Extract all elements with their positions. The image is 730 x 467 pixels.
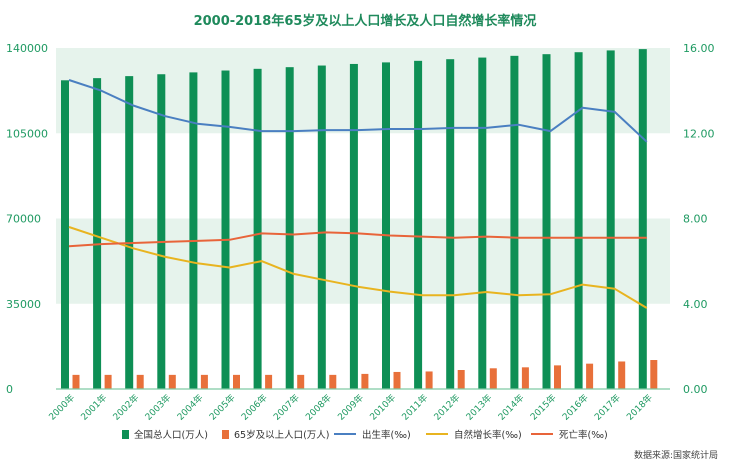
- total-population-bar: [189, 72, 198, 390]
- total-population-bar: [221, 70, 230, 389]
- elderly-population-bar: [489, 368, 497, 389]
- x-tick-label: 2012年: [431, 392, 462, 423]
- right-tick-label: 0.00: [683, 383, 708, 396]
- elderly-population-bar: [425, 371, 433, 389]
- elderly-population-bar: [521, 367, 529, 389]
- total-population-bar: [382, 62, 390, 389]
- right-tick-label: 4.00: [683, 298, 708, 311]
- elderly-population-bar: [554, 365, 561, 389]
- x-tick-label: 2017年: [592, 392, 623, 423]
- elderly-population-bar: [233, 374, 240, 389]
- x-tick-label: 2011年: [399, 392, 430, 423]
- x-tick-label: 2002年: [110, 392, 141, 423]
- elderly-population-bar: [618, 361, 626, 389]
- x-axis: 2000年 2001年 2002年 2003年 2004年 2005年 2006年 2007年…: [46, 392, 655, 423]
- legend-label: 65岁及以上人口(万人): [234, 429, 330, 441]
- elderly-population-bar: [168, 374, 176, 389]
- x-tick-label: 2005年: [207, 392, 238, 423]
- elderly-population-bar: [586, 363, 594, 389]
- right-tick-label: 8.00: [683, 213, 708, 226]
- left-tick-label: 0: [6, 383, 13, 396]
- legend-swatch: [222, 430, 229, 439]
- elderly-population-bar: [200, 374, 208, 389]
- total-population-bar: [253, 68, 262, 389]
- elderly-population-bar: [650, 360, 658, 389]
- total-population-bar: [510, 55, 519, 389]
- bars: [61, 49, 658, 390]
- right-tick-label: 12.00: [683, 127, 715, 140]
- total-population-bar: [157, 74, 166, 389]
- elderly-population-bar: [329, 374, 337, 389]
- legend-swatch: [122, 430, 129, 439]
- left-tick-label: 140000: [6, 42, 48, 55]
- legend-label: 死亡率(‰): [559, 429, 608, 441]
- source-note: 数据来源:国家统计局: [634, 449, 718, 461]
- lines: [68, 79, 648, 309]
- left-axis: 0 35000 70000 105000 140000: [6, 42, 48, 396]
- x-tick-label: 2016年: [560, 392, 591, 423]
- legend: 全国总人口(万人) 65岁及以上人口(万人) 出生率(‰) 自然增长率(‰) 死亡率(‰…: [122, 429, 608, 441]
- elderly-population-bar: [104, 374, 112, 389]
- left-tick-label: 35000: [6, 298, 41, 311]
- x-tick-label: 2010年: [367, 392, 398, 423]
- total-population-bar: [446, 59, 455, 389]
- elderly-population-bar: [265, 374, 273, 389]
- elderly-population-bar: [72, 374, 80, 389]
- elderly-population-bar: [136, 374, 144, 389]
- legend-label: 全国总人口(万人): [134, 429, 208, 441]
- elderly-population-bar: [457, 370, 465, 389]
- x-tick-label: 2008年: [303, 392, 334, 423]
- total-population-bar: [478, 57, 487, 390]
- total-population-bar: [285, 67, 294, 389]
- right-tick-label: 16.00: [683, 42, 715, 55]
- legend-label: 自然增长率(‰): [454, 429, 522, 441]
- x-tick-label: 2004年: [174, 392, 205, 423]
- elderly-population-bar: [361, 373, 369, 389]
- x-tick-label: 2018年: [624, 392, 655, 423]
- left-tick-label: 70000: [6, 213, 41, 226]
- total-population-bar: [349, 63, 358, 390]
- total-population-bar: [317, 65, 326, 389]
- total-population-bar: [606, 50, 615, 389]
- total-population-bar: [93, 78, 102, 390]
- total-population-bar: [414, 60, 423, 389]
- right-axis: 0.00 4.00 8.00 12.00 16.00: [683, 42, 715, 396]
- total-population-bar: [125, 76, 134, 390]
- x-tick-label: 2003年: [142, 392, 173, 423]
- legend-label: 出生率(‰): [362, 429, 411, 441]
- x-tick-label: 2000年: [46, 392, 77, 423]
- x-tick-label: 2001年: [78, 392, 109, 423]
- left-tick-label: 105000: [6, 127, 48, 140]
- chart-title: 2000-2018年65岁及以上人口增长及人口自然增长率情况: [194, 13, 537, 29]
- total-population-bar: [574, 52, 583, 389]
- elderly-population-bar: [297, 374, 305, 389]
- natural-growth-rate-line: [68, 226, 648, 309]
- birth-rate-line: [68, 79, 648, 143]
- total-population-bar: [638, 49, 647, 389]
- total-population-bar: [542, 54, 551, 389]
- elderly-population-bar: [393, 371, 401, 389]
- x-tick-label: 2015年: [528, 392, 559, 423]
- x-tick-label: 2014年: [495, 392, 526, 423]
- x-tick-label: 2007年: [271, 392, 302, 423]
- x-tick-label: 2006年: [239, 392, 270, 423]
- x-tick-label: 2013年: [463, 392, 494, 423]
- death-rate-line: [68, 231, 647, 248]
- x-tick-label: 2009年: [335, 392, 366, 423]
- total-population-bar: [61, 80, 69, 389]
